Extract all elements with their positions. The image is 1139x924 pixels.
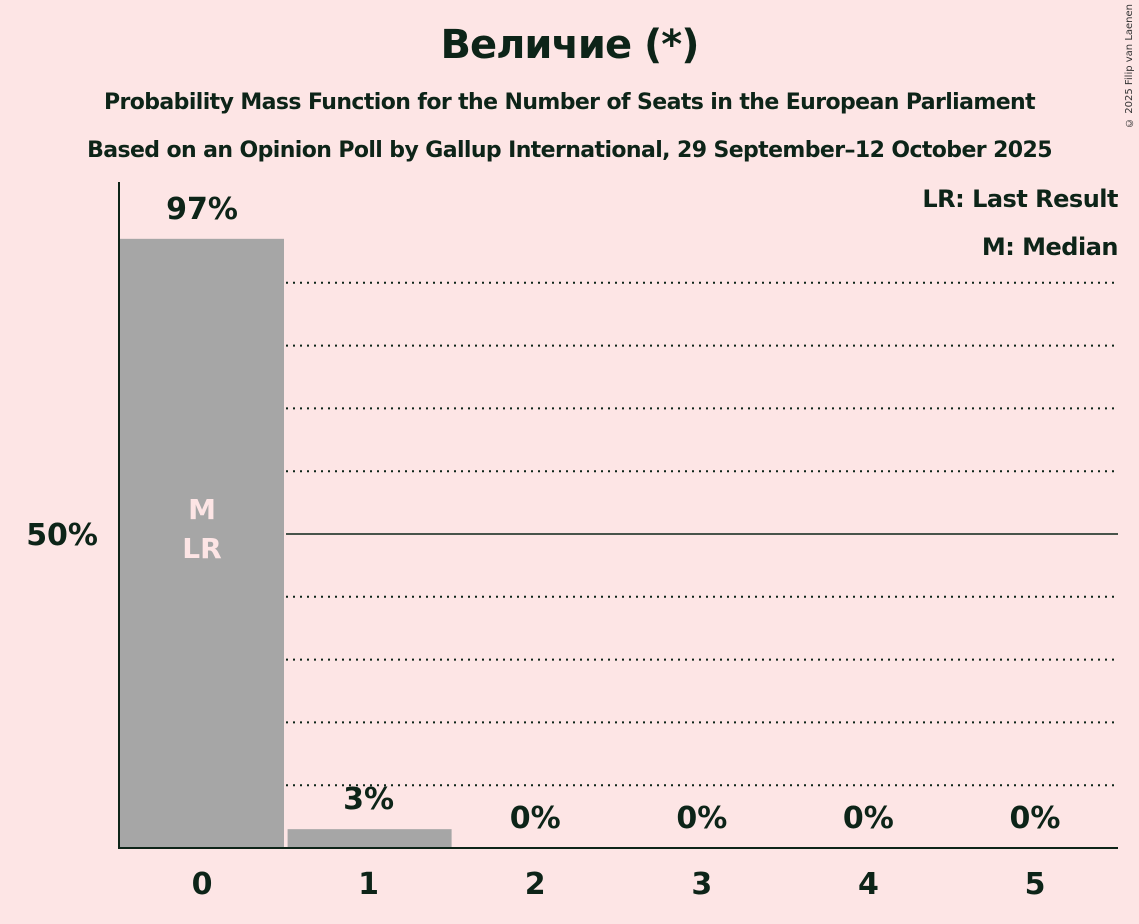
- x-tick-label: 2: [525, 867, 546, 902]
- chart-source: Based on an Opinion Poll by Gallup Inter…: [87, 138, 1052, 163]
- median-marker: M: [188, 493, 216, 526]
- x-tick-label: 1: [358, 867, 379, 902]
- bar-1: [287, 829, 452, 848]
- legend-last-result: LR: Last Result: [922, 185, 1118, 213]
- value-label: 97%: [166, 192, 238, 227]
- value-label: 3%: [343, 782, 394, 817]
- value-label: 0%: [1010, 801, 1061, 836]
- x-tick-label: 5: [1025, 867, 1046, 902]
- y-tick-label-50: 50%: [26, 518, 98, 553]
- x-tick-label: 3: [691, 867, 712, 902]
- chart-subtitle: Probability Mass Function for the Number…: [104, 90, 1036, 115]
- value-label: 0%: [510, 801, 561, 836]
- x-tick-label: 4: [858, 867, 879, 902]
- value-label: 0%: [843, 801, 894, 836]
- chart-title: Величие (*): [440, 22, 700, 68]
- legend-median: M: Median: [981, 233, 1119, 261]
- bar-0: [120, 238, 284, 849]
- value-label: 0%: [676, 801, 727, 836]
- last-result-marker: LR: [182, 532, 221, 565]
- x-tick-label: 0: [192, 867, 213, 902]
